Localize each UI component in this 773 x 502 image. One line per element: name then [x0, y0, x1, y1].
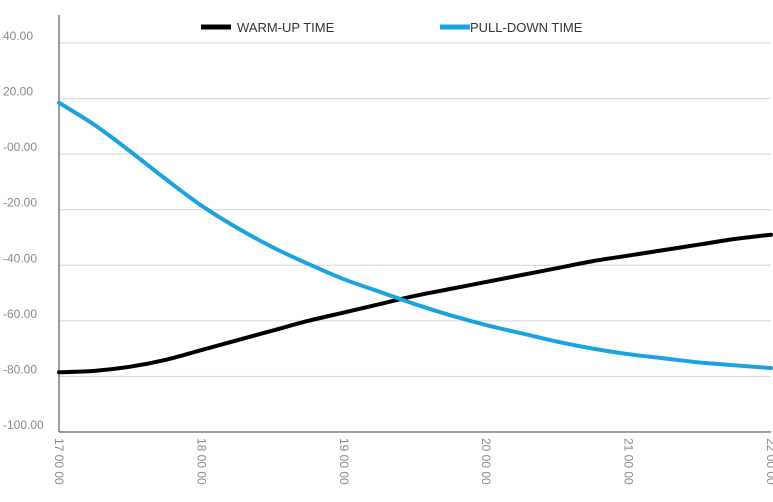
x-tick-label: 20 00 00 [479, 438, 493, 485]
y-tick-label: -60.00 [3, 307, 37, 321]
data-series [57, 100, 773, 375]
x-tick-label: 18 00 00 [194, 438, 208, 485]
x-tick-label: 17 00 00 [52, 438, 66, 485]
grid-lines [59, 42, 771, 433]
x-tick-label: 22 00 00 [764, 438, 773, 485]
legend: WARM-UP TIME PULL-DOWN TIME [201, 20, 583, 35]
y-tick-label: 40.00 [3, 29, 33, 43]
y-tick-label: -20.00 [3, 196, 37, 210]
y-tick-label: -80.00 [3, 362, 37, 376]
x-tick-label: 19 00 00 [337, 438, 351, 485]
y-tick-label: 20.00 [3, 85, 33, 99]
legend-label-warm-up-time: WARM-UP TIME [237, 20, 335, 35]
y-tick-label: -40.00 [3, 251, 37, 265]
y-tick-label: -100.00 [3, 418, 44, 432]
x-tick-label: 21 00 00 [622, 438, 636, 485]
y-tick-label: -00.00 [3, 140, 37, 154]
y-axis-tick-labels: 40.00 20.00 -00.00 -20.00 -40.00 -60.00 -80.00… [3, 29, 44, 432]
series-line-warm-up-time [57, 232, 773, 375]
series-line-pull-down-time [57, 100, 773, 371]
x-axis-tick-labels: 17 00 00 18 00 00 19 00 00 20 00 00 21 00 00… [52, 438, 773, 485]
legend-label-pull-down-time: PULL-DOWN TIME [470, 20, 583, 35]
